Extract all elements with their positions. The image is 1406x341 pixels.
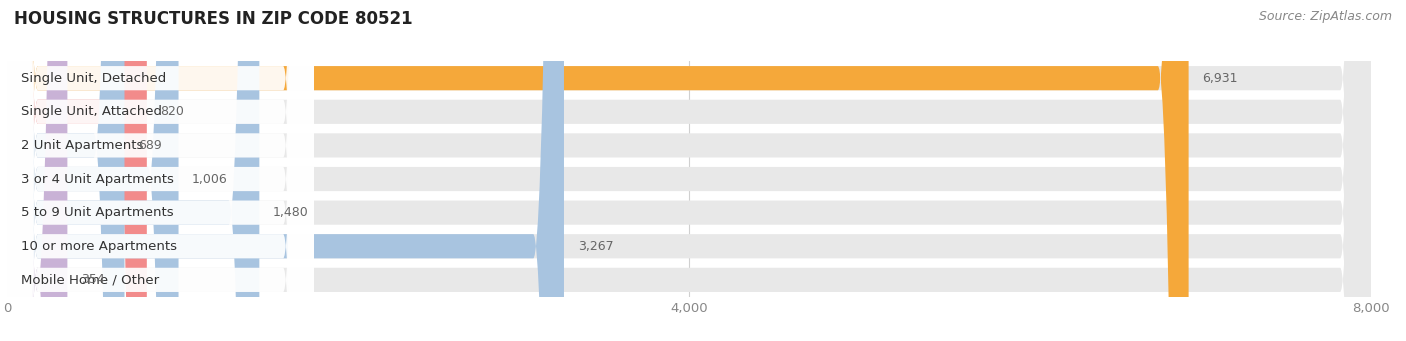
Text: 6,931: 6,931 [1202,72,1237,85]
FancyBboxPatch shape [7,0,314,341]
Text: Single Unit, Attached: Single Unit, Attached [21,105,162,118]
FancyBboxPatch shape [7,0,564,341]
FancyBboxPatch shape [7,0,1188,341]
Text: HOUSING STRUCTURES IN ZIP CODE 80521: HOUSING STRUCTURES IN ZIP CODE 80521 [14,10,413,28]
FancyBboxPatch shape [7,0,314,341]
FancyBboxPatch shape [7,0,1371,341]
Text: 689: 689 [138,139,162,152]
FancyBboxPatch shape [7,0,67,341]
FancyBboxPatch shape [7,0,1371,341]
Text: 10 or more Apartments: 10 or more Apartments [21,240,177,253]
FancyBboxPatch shape [7,0,1371,341]
FancyBboxPatch shape [7,0,1371,341]
Text: 1,480: 1,480 [273,206,309,219]
Text: Single Unit, Detached: Single Unit, Detached [21,72,166,85]
FancyBboxPatch shape [7,0,314,341]
FancyBboxPatch shape [7,0,314,341]
Text: Source: ZipAtlas.com: Source: ZipAtlas.com [1258,10,1392,23]
FancyBboxPatch shape [7,0,146,341]
Text: 3,267: 3,267 [578,240,613,253]
FancyBboxPatch shape [7,0,1371,341]
FancyBboxPatch shape [7,0,179,341]
FancyBboxPatch shape [7,0,314,341]
Text: Mobile Home / Other: Mobile Home / Other [21,273,159,286]
Text: 354: 354 [82,273,105,286]
FancyBboxPatch shape [7,0,314,341]
Text: 3 or 4 Unit Apartments: 3 or 4 Unit Apartments [21,173,173,186]
Text: 820: 820 [160,105,184,118]
FancyBboxPatch shape [7,0,314,341]
FancyBboxPatch shape [7,0,125,341]
Text: 2 Unit Apartments: 2 Unit Apartments [21,139,143,152]
FancyBboxPatch shape [7,0,259,341]
Text: 1,006: 1,006 [193,173,228,186]
Text: 5 to 9 Unit Apartments: 5 to 9 Unit Apartments [21,206,173,219]
FancyBboxPatch shape [7,0,1371,341]
FancyBboxPatch shape [7,0,1371,341]
